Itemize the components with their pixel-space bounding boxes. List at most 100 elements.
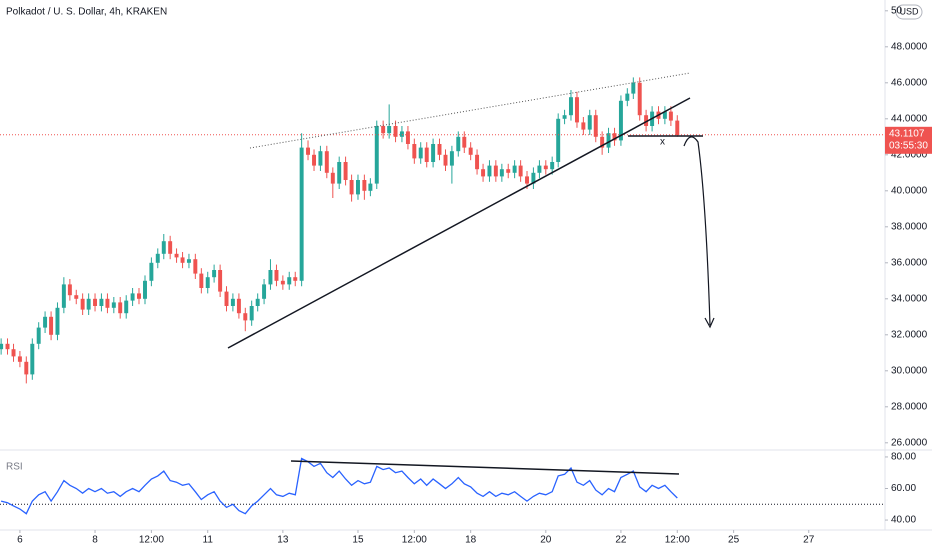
candle-body (24, 361, 29, 375)
candle-body (493, 165, 498, 177)
candle-body (399, 131, 404, 137)
candle-body (43, 316, 48, 328)
y-tick-label: 50 (891, 5, 903, 16)
candle-body (306, 147, 311, 155)
candle-body (49, 316, 54, 335)
candle-body (356, 180, 360, 195)
y-tick-label: 42.0000 (891, 149, 928, 160)
candle-body (337, 162, 342, 184)
x-tick-label: 20 (540, 535, 552, 546)
candle-body (205, 277, 210, 288)
candle-body (512, 165, 517, 173)
y-tick-label: 34.0000 (891, 293, 928, 304)
candle-body (280, 280, 285, 285)
currency[interactable]: USD (899, 6, 919, 16)
candle-body (111, 302, 116, 308)
candle-body (186, 259, 191, 263)
candle-body (556, 118, 561, 162)
annotation: x (660, 137, 665, 148)
x-tick-label: 11 (203, 535, 214, 546)
candle-body (168, 241, 173, 254)
candle-body (412, 144, 417, 159)
candle-body (193, 259, 198, 274)
candle-body (230, 298, 235, 306)
candle-body (199, 273, 204, 288)
candle-body (224, 291, 229, 306)
candle-body (606, 133, 611, 148)
candle-body (274, 270, 279, 281)
y-tick-label: 36.0000 (891, 257, 928, 268)
candle-body (105, 298, 110, 308)
candle-body (17, 356, 22, 362)
candle-body (481, 169, 486, 177)
candle-body (118, 302, 123, 314)
y-tick-label: 46.0000 (891, 77, 928, 88)
candle-body (437, 144, 442, 155)
candle-body (124, 300, 129, 314)
y-tick-label: 28.0000 (891, 401, 928, 412)
candle-body (612, 133, 617, 141)
candle-body (525, 176, 529, 184)
candle-body (550, 162, 555, 170)
indicator-name: RSI (6, 462, 23, 473)
currency-badge[interactable] (895, 4, 923, 20)
candle-body (5, 343, 10, 350)
candle-body (293, 277, 298, 281)
candle-body (262, 284, 267, 299)
chart-title: Polkadot / U. S. Dollar, 4h, KRAKEN (6, 7, 167, 18)
candle-body (600, 136, 605, 148)
candle-body (587, 115, 592, 130)
candle-body (625, 93, 630, 101)
candle-body (80, 298, 85, 310)
candle-body (0, 343, 4, 350)
candle-body (93, 298, 98, 306)
candle-body (499, 169, 504, 177)
y-tick-label: 40.0000 (891, 185, 928, 196)
candle-body (443, 154, 448, 166)
candle-body (174, 253, 179, 258)
last-price-box (885, 126, 932, 154)
candle-body (362, 180, 367, 191)
candle-body (374, 126, 379, 184)
candle-body (637, 82, 642, 116)
candle-body (212, 270, 217, 278)
candle-body (99, 298, 104, 306)
candle-body (631, 82, 636, 94)
candle-body (324, 151, 329, 173)
x-tick-label: 25 (728, 535, 740, 546)
candle-body (312, 154, 317, 166)
candle-body (287, 277, 292, 285)
candle-body (218, 270, 223, 292)
x-tick-label: 12:00 (139, 535, 164, 546)
candle-body (30, 343, 35, 375)
candle-body (644, 115, 649, 126)
support-trendline (227, 97, 691, 349)
candle-body (468, 147, 473, 155)
candle-body (55, 307, 60, 335)
candle-body (11, 349, 16, 357)
y-tick-label: 30.0000 (891, 365, 928, 376)
candle-body (543, 165, 548, 170)
arrow-head (704, 317, 715, 329)
candle-body (537, 165, 542, 173)
projection-arrow (683, 136, 711, 326)
candle-body (662, 111, 667, 119)
candle-body (86, 298, 91, 310)
x-tick-label: 18 (465, 535, 477, 546)
candle-body (475, 154, 480, 170)
countdown-label: 03:55:30 (889, 140, 928, 151)
candle-body (155, 253, 160, 263)
candle-body (581, 122, 586, 130)
candle-body (255, 298, 260, 306)
candle-body (562, 115, 567, 119)
candle-body (368, 183, 373, 191)
candle-body (531, 172, 536, 184)
candle-body (462, 136, 467, 148)
candle-body (161, 241, 166, 254)
candle-body (243, 313, 248, 321)
candle-body (36, 327, 41, 344)
candle-body (618, 100, 623, 141)
candle-body (424, 147, 429, 162)
candle-body (568, 97, 573, 116)
